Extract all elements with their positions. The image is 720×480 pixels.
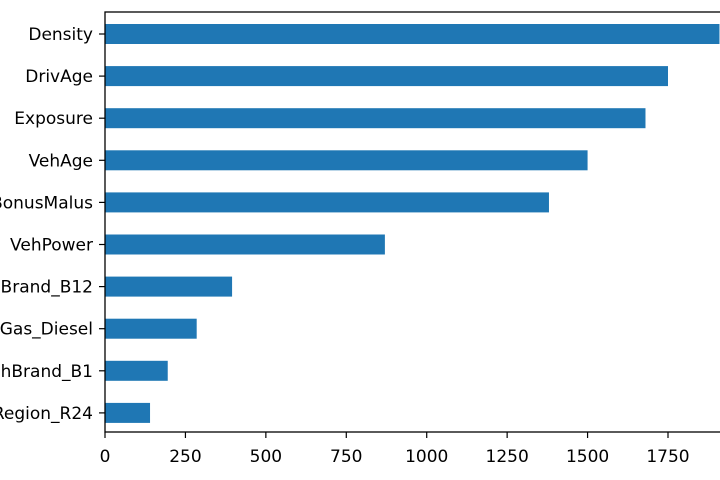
category-label: Exposure — [14, 109, 93, 129]
bar-density — [105, 24, 720, 44]
category-label: Region_R24 — [0, 404, 93, 424]
bar-vehgas-diesel — [105, 318, 197, 339]
category-label: VehAge — [29, 151, 93, 171]
bars-layer — [105, 24, 720, 423]
axes-frame — [104, 11, 720, 433]
category-labels: Density DrivAge Exposure VehAge BonusMalus Ve… — [0, 25, 105, 424]
x-tick-label: 250 — [169, 447, 201, 467]
category-label: VehPower — [10, 236, 93, 256]
bar-vehbrand-b12 — [105, 276, 233, 297]
x-tick-label: 1750 — [646, 447, 689, 467]
x-tick-label: 1500 — [566, 447, 609, 467]
bar-region-r24 — [105, 402, 151, 423]
bar-vehage — [105, 150, 588, 171]
x-tick-label: 500 — [250, 447, 282, 467]
bar-vehpower — [105, 234, 385, 255]
category-label: VehGas_Diesel — [0, 320, 93, 340]
x-tick-label: 750 — [330, 447, 362, 467]
category-label: BonusMalus — [0, 193, 93, 213]
category-label: VehBrand_B1 — [0, 362, 93, 382]
bar-drivage — [105, 66, 668, 87]
x-tick-label: 0 — [100, 447, 111, 467]
x-axis-ticks: 0 250 500 750 1000 1250 1500 1750 — [100, 432, 690, 467]
x-tick-label: 1000 — [405, 447, 448, 467]
bar-vehbrand-b1 — [105, 360, 168, 381]
bar-exposure — [105, 108, 646, 129]
category-label: Density — [28, 25, 93, 45]
bar-bonusmalus — [105, 192, 549, 213]
category-label: DrivAge — [25, 67, 93, 87]
category-label: VehBrand_B12 — [0, 278, 93, 298]
x-tick-label: 1250 — [486, 447, 529, 467]
